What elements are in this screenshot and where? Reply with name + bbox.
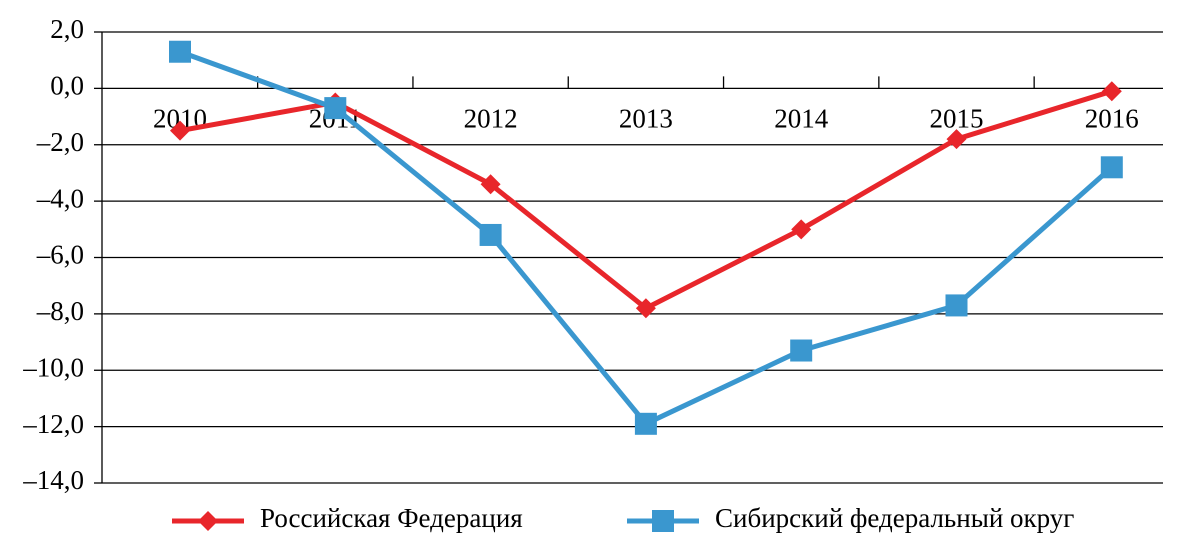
- y-tick-label: –10,0: [22, 352, 84, 382]
- point: [790, 339, 813, 362]
- point: [479, 223, 502, 246]
- y-tick-label: –2,0: [36, 127, 84, 157]
- point: [634, 412, 657, 435]
- y-tick-label: –4,0: [36, 183, 84, 213]
- y-tick-label: –6,0: [36, 240, 84, 270]
- x-tick-label: 2013: [619, 104, 673, 134]
- point: [324, 97, 347, 120]
- y-tick-label: –8,0: [36, 296, 84, 326]
- x-tick-label: 2016: [1085, 104, 1139, 134]
- point: [480, 174, 501, 195]
- point: [791, 219, 812, 240]
- legend-marker: [652, 510, 674, 532]
- y-tick-label: 0,0: [50, 71, 84, 101]
- point: [1101, 81, 1122, 102]
- x-tick-label: 2015: [930, 104, 984, 134]
- point: [170, 120, 190, 141]
- point: [169, 40, 191, 63]
- y-tick-label: 2,0: [50, 14, 84, 44]
- point: [945, 294, 968, 317]
- legend-label: Сибирский федеральный округ: [715, 503, 1074, 533]
- x-tick-label: 2014: [774, 104, 829, 134]
- y-tick-label: –14,0: [22, 465, 84, 495]
- x-tick-label: 2012: [464, 104, 518, 134]
- point: [635, 298, 656, 319]
- y-tick-label: –12,0: [22, 409, 84, 439]
- point: [946, 129, 967, 150]
- legend-label: Российская Федерация: [260, 503, 523, 533]
- legend-marker: [198, 511, 218, 531]
- point: [1100, 156, 1123, 179]
